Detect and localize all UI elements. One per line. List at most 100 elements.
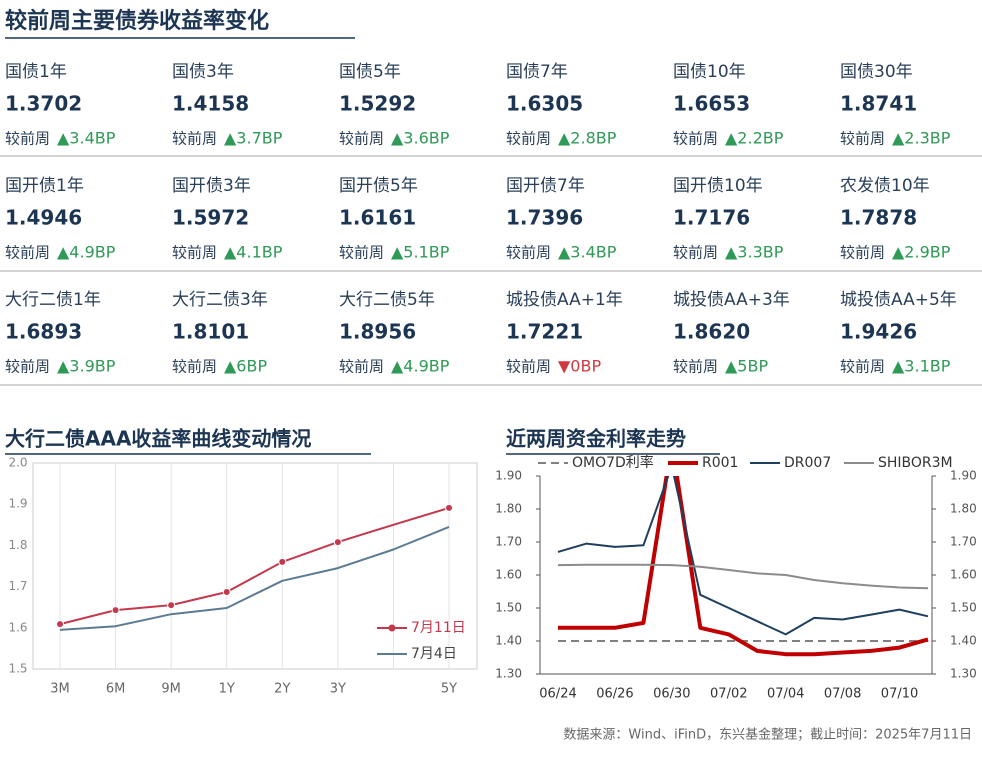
x-tick-label: 07/10 xyxy=(881,687,918,702)
series-line xyxy=(557,563,929,590)
change-prefix: 较前周 xyxy=(506,130,551,148)
card-change: ▲3.7BP xyxy=(224,129,283,148)
point-marker xyxy=(56,620,64,629)
x-tick-label: 5Y xyxy=(441,682,457,697)
card-value: 1.8741 xyxy=(840,92,917,116)
card-name: 大行二债3年 xyxy=(172,290,268,310)
y2-tick-label: 1.80 xyxy=(950,502,977,516)
x-tick-label: 2Y xyxy=(274,682,290,697)
y-tick-label: 1.40 xyxy=(495,634,522,648)
series-line xyxy=(59,525,450,631)
y-tick-label: 1.30 xyxy=(495,667,522,681)
y-tick-label: 1.9 xyxy=(8,497,27,511)
change-prefix: 较前周 xyxy=(840,244,885,262)
change-prefix: 较前周 xyxy=(673,130,718,148)
card-change: ▲4.9BP xyxy=(57,243,116,262)
card-value: 1.6305 xyxy=(506,92,583,116)
card-change: ▲6BP xyxy=(224,357,267,376)
card-change: ▲2.3BP xyxy=(892,129,951,148)
series-line xyxy=(558,476,929,657)
y-tick-label: 1.80 xyxy=(495,502,522,516)
legend-label: SHIBOR3M xyxy=(878,455,953,471)
card-value: 1.7396 xyxy=(506,206,583,230)
y2-tick-label: 1.40 xyxy=(950,634,977,648)
y2-tick-label: 1.30 xyxy=(950,667,977,681)
plot-frame xyxy=(32,462,478,670)
point-marker xyxy=(333,538,342,547)
card-value: 1.6893 xyxy=(5,320,82,344)
change-prefix: 较前周 xyxy=(339,244,384,262)
card-change: ▲2.2BP xyxy=(725,129,784,148)
card-name: 城投债AA+3年 xyxy=(673,290,790,310)
chart-title: 近两周资金利率走势 xyxy=(506,427,686,451)
card-name: 国债30年 xyxy=(840,62,913,82)
y2-tick-label: 1.50 xyxy=(950,601,977,615)
change-prefix: 较前周 xyxy=(840,358,885,376)
change-prefix: 较前周 xyxy=(673,244,718,262)
point-marker xyxy=(167,601,176,610)
card-change: ▼0BP xyxy=(558,357,601,376)
change-prefix: 较前周 xyxy=(5,244,50,262)
card-name: 国开债3年 xyxy=(172,176,251,196)
point-marker xyxy=(278,557,287,566)
y-tick-label: 1.5 xyxy=(8,662,27,676)
change-prefix: 较前周 xyxy=(840,130,885,148)
card-name: 国开债5年 xyxy=(339,176,418,196)
legend-marker xyxy=(388,624,396,632)
point-marker xyxy=(445,503,453,512)
card-change: ▲3.6BP xyxy=(391,129,450,148)
change-prefix: 较前周 xyxy=(172,244,217,262)
chart-title: 大行二债AAA收益率曲线变动情况 xyxy=(5,427,311,451)
series-line xyxy=(557,476,929,636)
x-tick-label: 06/24 xyxy=(539,687,576,702)
x-tick-label: 07/04 xyxy=(767,687,804,702)
plot-area xyxy=(56,503,453,631)
point-marker xyxy=(111,606,120,615)
change-prefix: 较前周 xyxy=(5,358,50,376)
card-name: 大行二债5年 xyxy=(339,290,435,310)
x-tick-label: 6M xyxy=(106,682,126,697)
card-value: 1.4946 xyxy=(5,206,82,230)
card-change: ▲4.9BP xyxy=(391,357,450,376)
legend-label: 7月4日 xyxy=(411,646,457,662)
change-prefix: 较前周 xyxy=(339,358,384,376)
card-name: 国债5年 xyxy=(339,62,401,82)
card-name: 城投债AA+1年 xyxy=(506,290,623,310)
change-prefix: 较前周 xyxy=(506,244,551,262)
card-name: 大行二债1年 xyxy=(5,290,101,310)
card-value: 1.9426 xyxy=(840,320,917,344)
card-change: ▲5BP xyxy=(725,357,768,376)
card-name: 国开债1年 xyxy=(5,176,84,196)
plot-area xyxy=(557,476,929,657)
legend-label: R001 xyxy=(702,455,738,471)
y-tick-label: 1.8 xyxy=(8,538,27,552)
y-tick-label: 1.90 xyxy=(495,469,522,483)
legend-label: DR007 xyxy=(784,455,831,471)
x-tick-label: 1Y xyxy=(219,682,235,697)
y2-tick-label: 1.60 xyxy=(950,568,977,582)
card-change: ▲3.9BP xyxy=(57,357,116,376)
y-tick-label: 1.7 xyxy=(8,579,27,593)
y2-tick-label: 1.90 xyxy=(950,469,977,483)
change-prefix: 较前周 xyxy=(339,130,384,148)
card-name: 国债3年 xyxy=(172,62,234,82)
y-tick-label: 1.60 xyxy=(495,568,522,582)
x-tick-label: 07/08 xyxy=(824,687,861,702)
card-name: 农发债10年 xyxy=(840,176,930,196)
card-name: 国债10年 xyxy=(673,62,746,82)
page-title: 较前周主要债券收益率变化 xyxy=(5,8,269,34)
y-tick-label: 2.0 xyxy=(8,456,27,470)
card-change: ▲4.1BP xyxy=(224,243,283,262)
point-marker xyxy=(222,587,231,596)
change-prefix: 较前周 xyxy=(172,358,217,376)
x-tick-label: 06/30 xyxy=(653,687,690,702)
card-value: 1.7176 xyxy=(673,206,750,230)
y-tick-label: 1.6 xyxy=(8,620,27,634)
card-change: ▲3.3BP xyxy=(725,243,784,262)
y-tick-label: 1.70 xyxy=(495,535,522,549)
card-value: 1.8620 xyxy=(673,320,750,344)
card-change: ▲3.4BP xyxy=(57,129,116,148)
change-prefix: 较前周 xyxy=(673,358,718,376)
change-prefix: 较前周 xyxy=(172,130,217,148)
x-tick-label: 07/02 xyxy=(710,687,747,702)
